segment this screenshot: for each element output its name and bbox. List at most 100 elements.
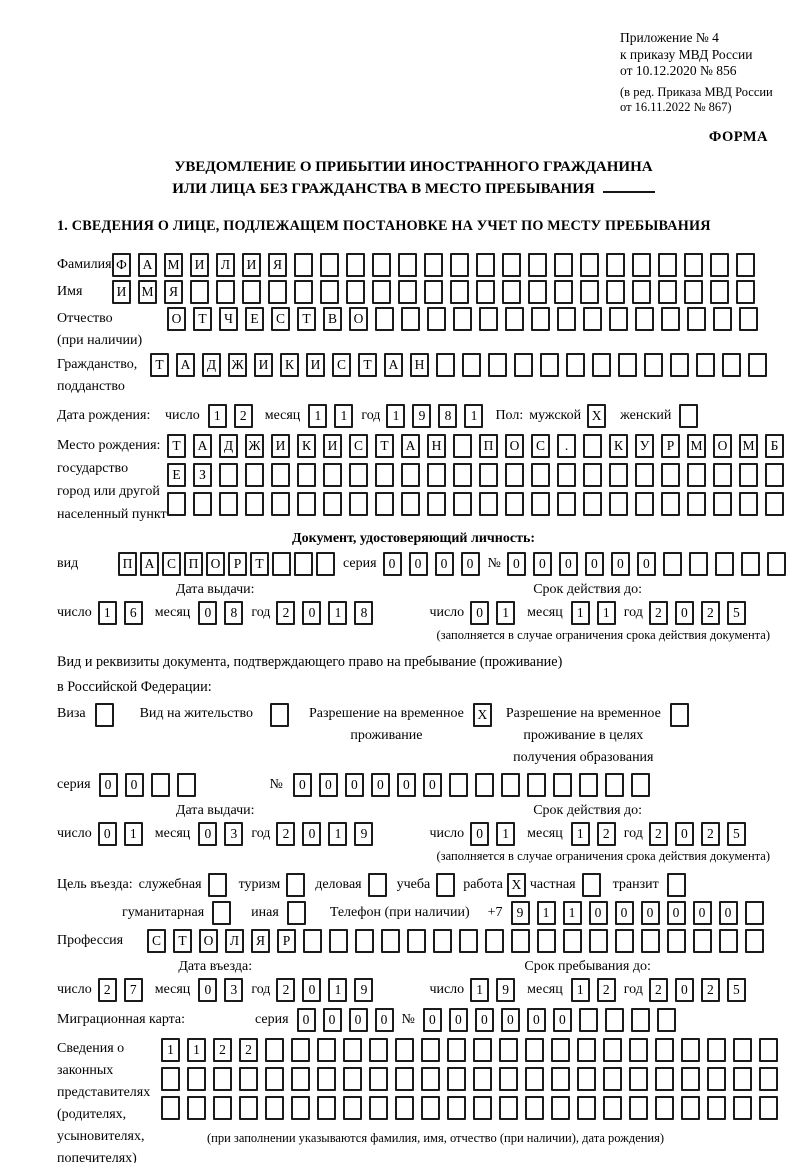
char-cell[interactable] — [216, 279, 235, 304]
char-cell[interactable] — [476, 279, 495, 304]
char-cell[interactable]: 8 — [224, 600, 244, 625]
char-cell[interactable]: О — [713, 433, 732, 458]
char-cell[interactable] — [381, 928, 400, 953]
char-cell[interactable]: 1 — [464, 403, 484, 428]
char-cell[interactable] — [265, 1095, 284, 1120]
char-cell[interactable]: С — [349, 433, 368, 458]
char-cell[interactable] — [239, 1095, 258, 1120]
char-cell[interactable]: 0 — [408, 551, 428, 576]
char-cell[interactable]: О — [167, 306, 186, 331]
char-cell[interactable] — [528, 279, 547, 304]
char-cell[interactable]: 0 — [318, 772, 338, 797]
char-cell[interactable] — [242, 279, 261, 304]
char-cell[interactable] — [450, 279, 469, 304]
char-cell[interactable] — [375, 462, 394, 487]
char-cell[interactable]: 1 — [570, 977, 590, 1002]
char-cell[interactable] — [479, 491, 498, 516]
char-cell[interactable] — [583, 491, 602, 516]
char-cell[interactable] — [736, 252, 755, 277]
char-cell[interactable]: Б — [765, 433, 784, 458]
char-cell[interactable]: 1 — [536, 900, 556, 925]
char-cell[interactable] — [554, 279, 573, 304]
char-cell[interactable]: 0 — [302, 821, 322, 846]
char-cell[interactable] — [459, 928, 478, 953]
char-cell[interactable]: 9 — [354, 821, 374, 846]
char-cell[interactable]: 0 — [348, 1007, 368, 1032]
char-cell[interactable]: 9 — [354, 977, 374, 1002]
char-cell[interactable] — [615, 928, 634, 953]
char-cell[interactable]: Л — [225, 928, 244, 953]
char-cell[interactable] — [669, 702, 689, 727]
char-cell[interactable]: 0 — [370, 772, 390, 797]
char-cell[interactable] — [744, 900, 764, 925]
char-cell[interactable]: 2 — [700, 977, 720, 1002]
char-cell[interactable]: . — [557, 433, 576, 458]
char-cell[interactable]: Ф — [112, 252, 131, 277]
char-cell[interactable]: 0 — [296, 1007, 316, 1032]
char-cell[interactable]: 0 — [500, 1007, 520, 1032]
char-cell[interactable] — [421, 1037, 440, 1062]
char-cell[interactable] — [505, 306, 524, 331]
char-cell[interactable] — [433, 928, 452, 953]
char-cell[interactable] — [736, 279, 755, 304]
char-cell[interactable] — [317, 1095, 336, 1120]
char-cell[interactable]: Н — [427, 433, 446, 458]
char-cell[interactable] — [661, 462, 680, 487]
char-cell[interactable] — [297, 491, 316, 516]
char-cell[interactable] — [739, 306, 758, 331]
char-cell[interactable]: М — [164, 252, 183, 277]
char-cell[interactable]: А — [401, 433, 420, 458]
char-cell[interactable]: 0 — [640, 900, 660, 925]
char-cell[interactable] — [473, 1066, 492, 1091]
char-cell[interactable]: П — [479, 433, 498, 458]
char-cell[interactable] — [684, 252, 703, 277]
char-cell[interactable] — [343, 1095, 362, 1120]
char-cell[interactable] — [641, 928, 660, 953]
char-cell[interactable] — [656, 1007, 676, 1032]
char-cell[interactable] — [271, 491, 290, 516]
char-cell[interactable]: 0 — [552, 1007, 572, 1032]
char-cell[interactable] — [499, 1066, 518, 1091]
char-cell[interactable] — [525, 1037, 544, 1062]
char-cell[interactable] — [502, 252, 521, 277]
char-cell[interactable]: 2 — [239, 1037, 258, 1062]
char-cell[interactable] — [316, 551, 335, 576]
char-cell[interactable] — [739, 462, 758, 487]
char-cell[interactable] — [688, 551, 708, 576]
char-cell[interactable] — [606, 279, 625, 304]
char-cell[interactable] — [687, 306, 706, 331]
char-cell[interactable]: Ж — [228, 352, 247, 377]
char-cell[interactable] — [375, 306, 394, 331]
char-cell[interactable] — [707, 1037, 726, 1062]
char-cell[interactable]: А — [384, 352, 403, 377]
char-cell[interactable] — [349, 491, 368, 516]
char-cell[interactable]: И — [306, 352, 325, 377]
char-cell[interactable] — [693, 928, 712, 953]
char-cell[interactable]: 1 — [496, 821, 516, 846]
char-cell[interactable] — [94, 702, 114, 727]
char-cell[interactable]: Ч — [219, 306, 238, 331]
char-cell[interactable] — [447, 1066, 466, 1091]
char-cell[interactable]: З — [193, 462, 212, 487]
char-cell[interactable] — [580, 279, 599, 304]
char-cell[interactable] — [713, 462, 732, 487]
char-cell[interactable] — [291, 1066, 310, 1091]
char-cell[interactable]: 1 — [570, 600, 590, 625]
char-cell[interactable] — [212, 900, 232, 925]
char-cell[interactable]: К — [609, 433, 628, 458]
char-cell[interactable] — [707, 1066, 726, 1091]
char-cell[interactable] — [537, 928, 556, 953]
char-cell[interactable]: М — [687, 433, 706, 458]
char-cell[interactable] — [207, 872, 227, 897]
char-cell[interactable] — [739, 491, 758, 516]
char-cell[interactable]: У — [635, 433, 654, 458]
char-cell[interactable] — [447, 1095, 466, 1120]
char-cell[interactable]: 0 — [198, 977, 218, 1002]
char-cell[interactable]: 0 — [718, 900, 738, 925]
char-cell[interactable] — [190, 279, 209, 304]
char-cell[interactable]: 0 — [506, 551, 526, 576]
char-cell[interactable]: 2 — [648, 821, 668, 846]
char-cell[interactable]: Е — [245, 306, 264, 331]
char-cell[interactable]: 1 — [161, 1037, 180, 1062]
char-cell[interactable] — [395, 1066, 414, 1091]
